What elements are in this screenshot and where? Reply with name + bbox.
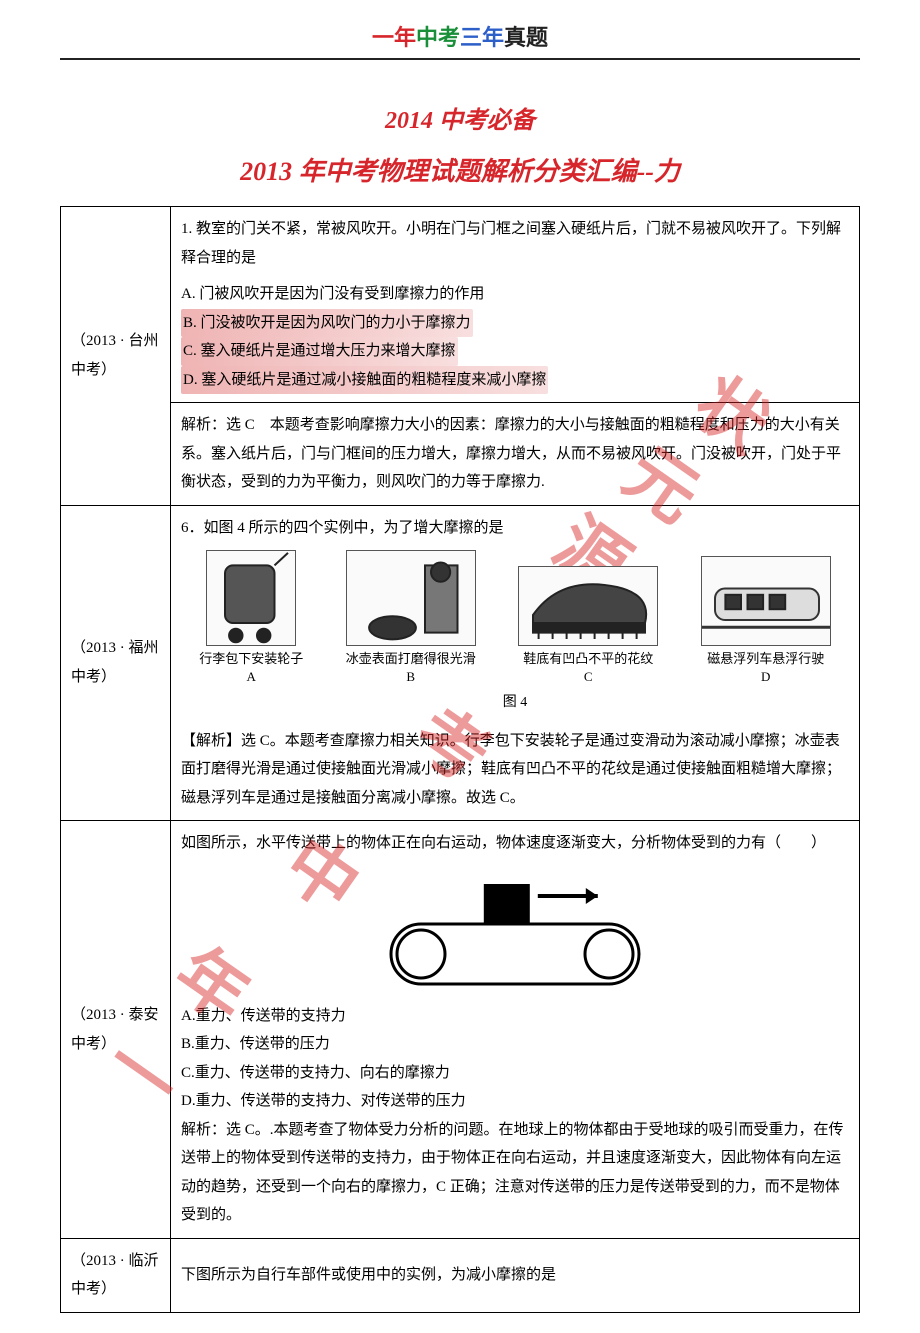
exam-label: （2013 · 临沂中考） [61, 1238, 171, 1312]
analysis-text: 【解析】选 C。本题考查摩擦力相关知识。行李包下安装轮子是通过变滑动为滚动减小摩… [181, 727, 849, 813]
table-row: 解析：选 C 本题考查影响摩擦力大小的因素：摩擦力的大小与接触面的粗糙程度和压力… [61, 403, 860, 506]
analysis-cell: 解析：选 C 本题考查影响摩擦力大小的因素：摩擦力的大小与接触面的粗糙程度和压力… [171, 403, 860, 506]
option-d: D.重力、传送带的支持力、对传送带的压力 [181, 1087, 849, 1116]
table-row: （2013 · 台州中考） 1. 教室的门关不紧，常被风吹开。小明在门与门框之间… [61, 207, 860, 403]
analysis-text: 解析：选 C。.本题考查了物体受力分析的问题。在地球上的物体都由于受地球的吸引而… [181, 1116, 849, 1230]
figure-caption: 磁悬浮列车悬浮行驶 [701, 650, 831, 668]
main-table: （2013 · 台州中考） 1. 教室的门关不紧，常被风吹开。小明在门与门框之间… [60, 206, 860, 1313]
brand-part2: 中考 [416, 25, 460, 50]
header-underline [60, 58, 860, 60]
figure-letter: D [761, 669, 770, 684]
figure-item: 磁悬浮列车悬浮行驶D [701, 556, 831, 686]
option-c: C. 塞入硬纸片是通过增大压力来增大摩擦 [181, 337, 849, 366]
figure-thumbnail [346, 550, 476, 646]
doc-title-1: 2014 中考必备 [60, 100, 860, 135]
question-stem: 6．如图 4 所示的四个实例中，为了增大摩擦的是 [181, 514, 849, 543]
figure-thumbnail [206, 550, 296, 646]
option-b: B. 门没被吹开是因为风吹门的力小于摩擦力 [181, 309, 849, 338]
question-cell: 6．如图 4 所示的四个实例中，为了增大摩擦的是 行李包下安装轮子A 冰壶表面打磨… [171, 505, 860, 821]
figure-caption: 冰壶表面打磨得很光滑 [346, 650, 476, 668]
option-c: C.重力、传送带的支持力、向右的摩擦力 [181, 1059, 849, 1088]
figure-letter: C [584, 669, 593, 684]
option-b: B.重力、传送带的压力 [181, 1030, 849, 1059]
brand-part1: 一年 [372, 25, 416, 50]
option-a: A.重力、传送带的支持力 [181, 1002, 849, 1031]
figure-item: 行李包下安装轮子A [199, 550, 303, 686]
brand-part4: 真题 [504, 25, 548, 50]
question-cell: 1. 教室的门关不紧，常被风吹开。小明在门与门框之间塞入硬纸片后，门就不易被风吹… [171, 207, 860, 403]
table-row: （2013 · 临沂中考） 下图所示为自行车部件或使用中的实例，为减小摩擦的是 [61, 1238, 860, 1312]
option-a: A. 门被风吹开是因为门没有受到摩擦力的作用 [181, 280, 849, 309]
header-brand: 一年中考三年真题 [60, 20, 860, 58]
figure-thumbnail [518, 566, 658, 646]
doc-title-2: 2013 年中考物理试题解析分类汇编--力 [60, 151, 860, 188]
image-row: 行李包下安装轮子A 冰壶表面打磨得很光滑B 鞋底有凹凸不平的花纹C 磁悬浮列车悬浮行驶… [181, 550, 849, 686]
question-stem: 1. 教室的门关不紧，常被风吹开。小明在门与门框之间塞入硬纸片后，门就不易被风吹… [181, 215, 849, 272]
question-cell: 下图所示为自行车部件或使用中的实例，为减小摩擦的是 [171, 1238, 860, 1312]
figure-caption: 鞋底有凹凸不平的花纹 [518, 650, 658, 668]
conveyor-svg [385, 868, 645, 988]
figure-item: 冰壶表面打磨得很光滑B [346, 550, 476, 686]
figure-thumbnail [701, 556, 831, 646]
figure-item: 鞋底有凹凸不平的花纹C [518, 566, 658, 686]
conveyor-figure [181, 868, 849, 988]
figure-label: 图 4 [181, 690, 849, 717]
figure-letter: A [247, 669, 256, 684]
brand-part3: 三年 [460, 25, 504, 50]
table-row: （2013 · 福州中考） 6．如图 4 所示的四个实例中，为了增大摩擦的是 行… [61, 505, 860, 821]
exam-label: （2013 · 福州中考） [61, 505, 171, 821]
question-cell: 如图所示，水平传送带上的物体正在向右运动，物体速度逐渐变大，分析物体受到的力有（… [171, 821, 860, 1239]
exam-label: （2013 · 台州中考） [61, 207, 171, 506]
exam-label: （2013 · 泰安中考） [61, 821, 171, 1239]
figure-caption: 行李包下安装轮子 [199, 650, 303, 668]
option-d: D. 塞入硬纸片是通过减小接触面的粗糙程度来减小摩擦 [181, 366, 849, 395]
table-row: （2013 · 泰安中考） 如图所示，水平传送带上的物体正在向右运动，物体速度逐… [61, 821, 860, 1239]
figure-letter: B [406, 669, 415, 684]
question-stem: 如图所示，水平传送带上的物体正在向右运动，物体速度逐渐变大，分析物体受到的力有（… [181, 829, 849, 858]
